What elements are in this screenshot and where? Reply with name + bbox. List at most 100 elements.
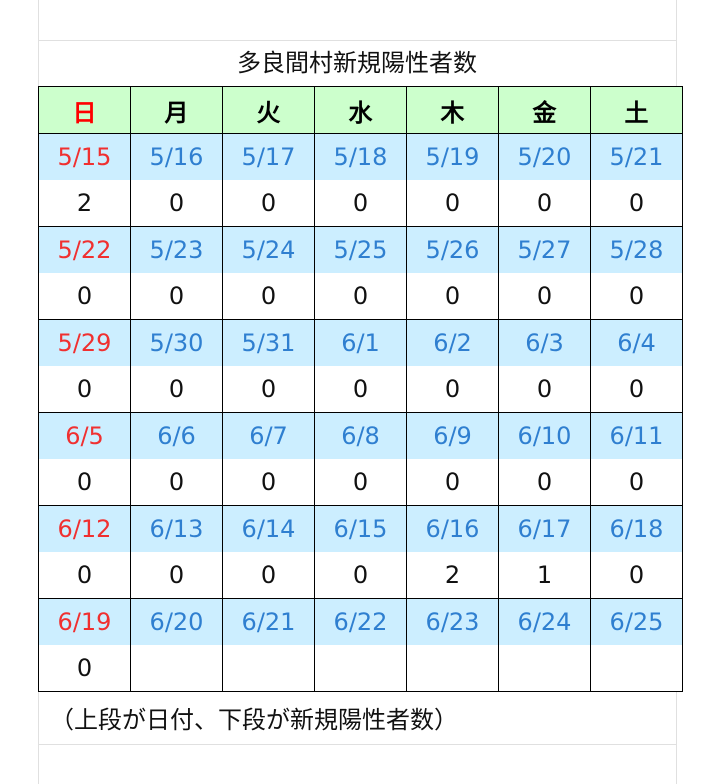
date-row-cell[interactable]: 6/2 <box>406 319 499 366</box>
date-row-cell[interactable]: 5/31 <box>222 319 315 366</box>
value-row-cell[interactable]: 2 <box>38 180 131 227</box>
date-row: 5/15 5/16 5/17 5/18 5/19 5/20 5/21 <box>38 133 683 180</box>
date-row-cell[interactable]: 5/15 <box>38 133 131 180</box>
weekday-header-cell[interactable]: 火 <box>222 86 315 134</box>
value-row-cell[interactable]: 0 <box>130 273 223 320</box>
date-row-cell[interactable]: 6/21 <box>222 598 315 645</box>
value-row-cell[interactable]: 2 <box>406 552 499 599</box>
date-row-cell[interactable]: 6/13 <box>130 505 223 552</box>
date-row-cell[interactable]: 5/30 <box>130 319 223 366</box>
value-row-cell[interactable]: 0 <box>222 552 315 599</box>
date-row-cell[interactable]: 5/26 <box>406 226 499 273</box>
weekday-header-cell[interactable]: 水 <box>314 86 407 134</box>
value-row-cell[interactable]: 0 <box>590 459 683 506</box>
value-row-cell[interactable]: 1 <box>498 552 591 599</box>
value-row-cell[interactable]: 0 <box>314 273 407 320</box>
value-row: 0 <box>38 645 683 692</box>
weekday-header-cell[interactable]: 月 <box>130 86 223 134</box>
value-row-cell[interactable]: 0 <box>38 645 131 692</box>
value-row-cell[interactable]: 0 <box>130 366 223 413</box>
value-row-cell[interactable]: 0 <box>498 180 591 227</box>
date-row-cell[interactable]: 6/15 <box>314 505 407 552</box>
weekday-header-cell[interactable]: 金 <box>498 86 591 134</box>
value-row-cell[interactable]: 0 <box>222 366 315 413</box>
value-row-cell[interactable]: 0 <box>590 273 683 320</box>
date-row-cell[interactable]: 6/3 <box>498 319 591 366</box>
date-row-cell[interactable]: 5/20 <box>498 133 591 180</box>
value-row-cell[interactable]: 0 <box>406 180 499 227</box>
date-row-cell[interactable]: 5/17 <box>222 133 315 180</box>
date-row-cell[interactable]: 6/22 <box>314 598 407 645</box>
value-row-cell[interactable] <box>590 645 683 692</box>
date-row-cell[interactable]: 6/6 <box>130 412 223 459</box>
value-row-cell[interactable]: 0 <box>130 180 223 227</box>
date-row-cell[interactable]: 6/19 <box>38 598 131 645</box>
weekday-header-cell[interactable]: 日 <box>38 86 131 134</box>
date-row-cell[interactable]: 5/22 <box>38 226 131 273</box>
value-row-cell[interactable]: 0 <box>314 180 407 227</box>
value-row-cell[interactable] <box>130 645 223 692</box>
value-row-cell[interactable] <box>222 645 315 692</box>
value-row-cell[interactable]: 0 <box>38 273 131 320</box>
value-row-cell[interactable] <box>406 645 499 692</box>
value-row-cell[interactable]: 0 <box>314 459 407 506</box>
date-row-cell[interactable]: 5/19 <box>406 133 499 180</box>
value-row-cell[interactable]: 0 <box>314 552 407 599</box>
date-row: 5/22 5/23 5/24 5/25 5/26 5/27 5/28 <box>38 226 683 273</box>
date-row-cell[interactable]: 5/23 <box>130 226 223 273</box>
value-row-cell[interactable]: 0 <box>222 180 315 227</box>
value-row-cell[interactable] <box>498 645 591 692</box>
date-row-cell[interactable]: 6/24 <box>498 598 591 645</box>
date-row-cell[interactable]: 6/23 <box>406 598 499 645</box>
date-row-cell[interactable]: 6/4 <box>590 319 683 366</box>
date-row-cell[interactable]: 6/1 <box>314 319 407 366</box>
value-row-cell[interactable]: 0 <box>406 273 499 320</box>
value-row-cell[interactable] <box>314 645 407 692</box>
weekday-header-cell[interactable]: 木 <box>406 86 499 134</box>
date-row-cell[interactable]: 5/29 <box>38 319 131 366</box>
date-row-cell[interactable]: 5/28 <box>590 226 683 273</box>
date-row: 5/29 5/30 5/31 6/1 6/2 6/3 6/4 <box>38 319 683 366</box>
value-row-cell[interactable]: 0 <box>406 459 499 506</box>
value-row-cell[interactable]: 0 <box>498 273 591 320</box>
weekday-header-cell[interactable]: 土 <box>590 86 683 134</box>
date-row-cell[interactable]: 6/16 <box>406 505 499 552</box>
date-row-cell[interactable]: 5/16 <box>130 133 223 180</box>
date-row-cell[interactable]: 5/21 <box>590 133 683 180</box>
date-row-cell[interactable]: 6/17 <box>498 505 591 552</box>
date-row-cell[interactable]: 6/11 <box>590 412 683 459</box>
weekday-header: 日月火水木金土 <box>38 86 683 134</box>
date-row-cell[interactable]: 6/20 <box>130 598 223 645</box>
value-row-cell[interactable]: 0 <box>590 552 683 599</box>
value-row-cell[interactable]: 0 <box>130 552 223 599</box>
date-row-cell[interactable]: 6/9 <box>406 412 499 459</box>
value-row-cell[interactable]: 0 <box>130 459 223 506</box>
gridline <box>38 744 676 745</box>
date-row-cell[interactable]: 5/27 <box>498 226 591 273</box>
date-row-cell[interactable]: 6/25 <box>590 598 683 645</box>
value-row-cell[interactable]: 0 <box>498 459 591 506</box>
value-row-cell[interactable]: 0 <box>222 273 315 320</box>
date-row-cell[interactable]: 6/5 <box>38 412 131 459</box>
value-row-cell[interactable]: 0 <box>406 366 499 413</box>
value-row-cell[interactable]: 0 <box>590 180 683 227</box>
value-row-cell[interactable]: 0 <box>222 459 315 506</box>
date-row-cell[interactable]: 5/18 <box>314 133 407 180</box>
value-row-cell[interactable]: 0 <box>498 366 591 413</box>
value-row-cell[interactable]: 0 <box>38 366 131 413</box>
date-row-cell[interactable]: 6/14 <box>222 505 315 552</box>
date-row-cell[interactable]: 5/24 <box>222 226 315 273</box>
value-row-cell[interactable]: 0 <box>38 459 131 506</box>
value-row-cell[interactable]: 0 <box>314 366 407 413</box>
date-row-cell[interactable]: 6/7 <box>222 412 315 459</box>
date-row-cell[interactable]: 6/12 <box>38 505 131 552</box>
date-row-cell[interactable]: 5/25 <box>314 226 407 273</box>
value-row-cell[interactable]: 0 <box>38 552 131 599</box>
date-row-cell[interactable]: 6/10 <box>498 412 591 459</box>
date-row-cell[interactable]: 6/8 <box>314 412 407 459</box>
date-row-cell[interactable]: 6/18 <box>590 505 683 552</box>
value-row-cell[interactable]: 0 <box>590 366 683 413</box>
